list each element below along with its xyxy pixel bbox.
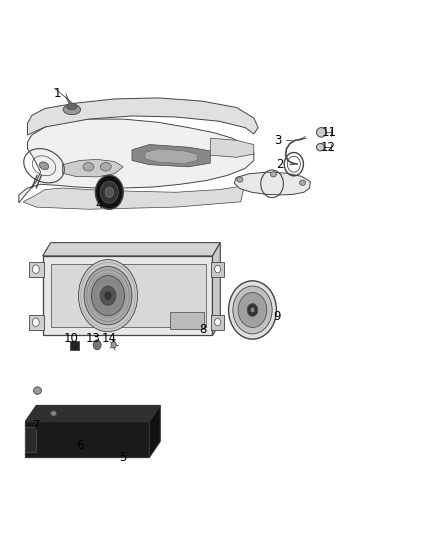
FancyBboxPatch shape <box>211 262 224 277</box>
Text: 11: 11 <box>321 126 337 139</box>
Ellipse shape <box>237 177 243 182</box>
Circle shape <box>247 304 258 317</box>
Text: 5: 5 <box>119 451 126 464</box>
Ellipse shape <box>300 180 306 185</box>
Polygon shape <box>212 243 220 335</box>
Polygon shape <box>25 421 149 457</box>
Text: 13: 13 <box>85 332 100 344</box>
FancyBboxPatch shape <box>29 262 44 277</box>
Polygon shape <box>23 183 245 209</box>
Ellipse shape <box>34 387 42 394</box>
Circle shape <box>105 292 112 300</box>
Text: 3: 3 <box>274 134 282 147</box>
Polygon shape <box>210 138 254 157</box>
Text: 2: 2 <box>276 158 284 171</box>
Circle shape <box>251 308 254 312</box>
Polygon shape <box>62 159 123 177</box>
Polygon shape <box>234 172 311 195</box>
Ellipse shape <box>317 143 324 151</box>
Ellipse shape <box>39 162 49 169</box>
Polygon shape <box>50 264 206 327</box>
Ellipse shape <box>67 103 77 110</box>
Polygon shape <box>19 119 254 203</box>
Ellipse shape <box>63 104 81 115</box>
Ellipse shape <box>50 411 57 416</box>
Text: 4: 4 <box>95 198 102 211</box>
FancyBboxPatch shape <box>25 426 36 452</box>
Circle shape <box>238 293 267 327</box>
FancyBboxPatch shape <box>29 316 44 330</box>
Circle shape <box>32 318 39 326</box>
Ellipse shape <box>83 163 94 171</box>
Polygon shape <box>43 243 220 256</box>
Text: 10: 10 <box>64 332 78 344</box>
Text: 12: 12 <box>321 141 336 154</box>
Text: 14: 14 <box>102 332 117 344</box>
Polygon shape <box>43 256 212 335</box>
Circle shape <box>233 286 272 334</box>
Circle shape <box>215 318 221 326</box>
Text: 1: 1 <box>53 87 61 100</box>
Circle shape <box>78 260 138 332</box>
FancyBboxPatch shape <box>70 341 79 350</box>
Ellipse shape <box>270 172 276 177</box>
Circle shape <box>93 340 101 350</box>
Circle shape <box>215 265 221 273</box>
Circle shape <box>100 286 116 305</box>
Text: 8: 8 <box>199 322 207 336</box>
Ellipse shape <box>317 127 326 137</box>
Circle shape <box>100 181 118 203</box>
Polygon shape <box>170 312 204 329</box>
Circle shape <box>229 281 276 339</box>
Text: 9: 9 <box>274 310 281 324</box>
Polygon shape <box>25 406 160 421</box>
Circle shape <box>111 342 116 348</box>
Polygon shape <box>28 98 258 135</box>
Polygon shape <box>145 149 197 164</box>
Ellipse shape <box>100 163 111 171</box>
Text: 7: 7 <box>33 419 41 432</box>
Circle shape <box>92 276 124 316</box>
Text: 6: 6 <box>76 439 84 452</box>
FancyBboxPatch shape <box>211 316 224 330</box>
Circle shape <box>32 265 39 273</box>
Polygon shape <box>132 144 210 167</box>
Circle shape <box>95 175 123 209</box>
Circle shape <box>84 266 132 325</box>
Polygon shape <box>149 406 160 457</box>
Circle shape <box>105 187 113 197</box>
